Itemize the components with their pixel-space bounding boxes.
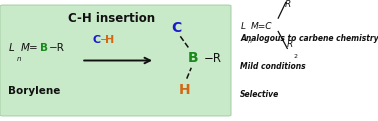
Text: −R: −R: [49, 43, 65, 53]
Text: H: H: [105, 35, 114, 45]
Text: Selective: Selective: [240, 90, 279, 99]
Text: M=: M=: [20, 43, 38, 53]
Text: n: n: [248, 39, 252, 44]
FancyBboxPatch shape: [0, 5, 231, 116]
Text: B: B: [40, 43, 48, 53]
Text: Mild conditions: Mild conditions: [240, 62, 306, 71]
Text: C-H insertion: C-H insertion: [68, 12, 155, 25]
Text: n: n: [17, 56, 21, 62]
Text: L: L: [241, 22, 246, 31]
Text: −: −: [99, 35, 109, 45]
Text: Analogous to carbene chemistry: Analogous to carbene chemistry: [240, 34, 378, 43]
Text: R: R: [285, 0, 291, 9]
Text: M=C: M=C: [251, 22, 273, 31]
Text: C: C: [171, 21, 182, 35]
Text: L: L: [8, 43, 14, 53]
Text: B: B: [187, 51, 198, 65]
Text: H: H: [179, 83, 190, 97]
Text: R: R: [287, 40, 293, 49]
Text: −R: −R: [204, 52, 222, 65]
Text: C: C: [93, 35, 101, 45]
Text: Borylene: Borylene: [8, 86, 61, 96]
Text: 2: 2: [293, 54, 297, 59]
